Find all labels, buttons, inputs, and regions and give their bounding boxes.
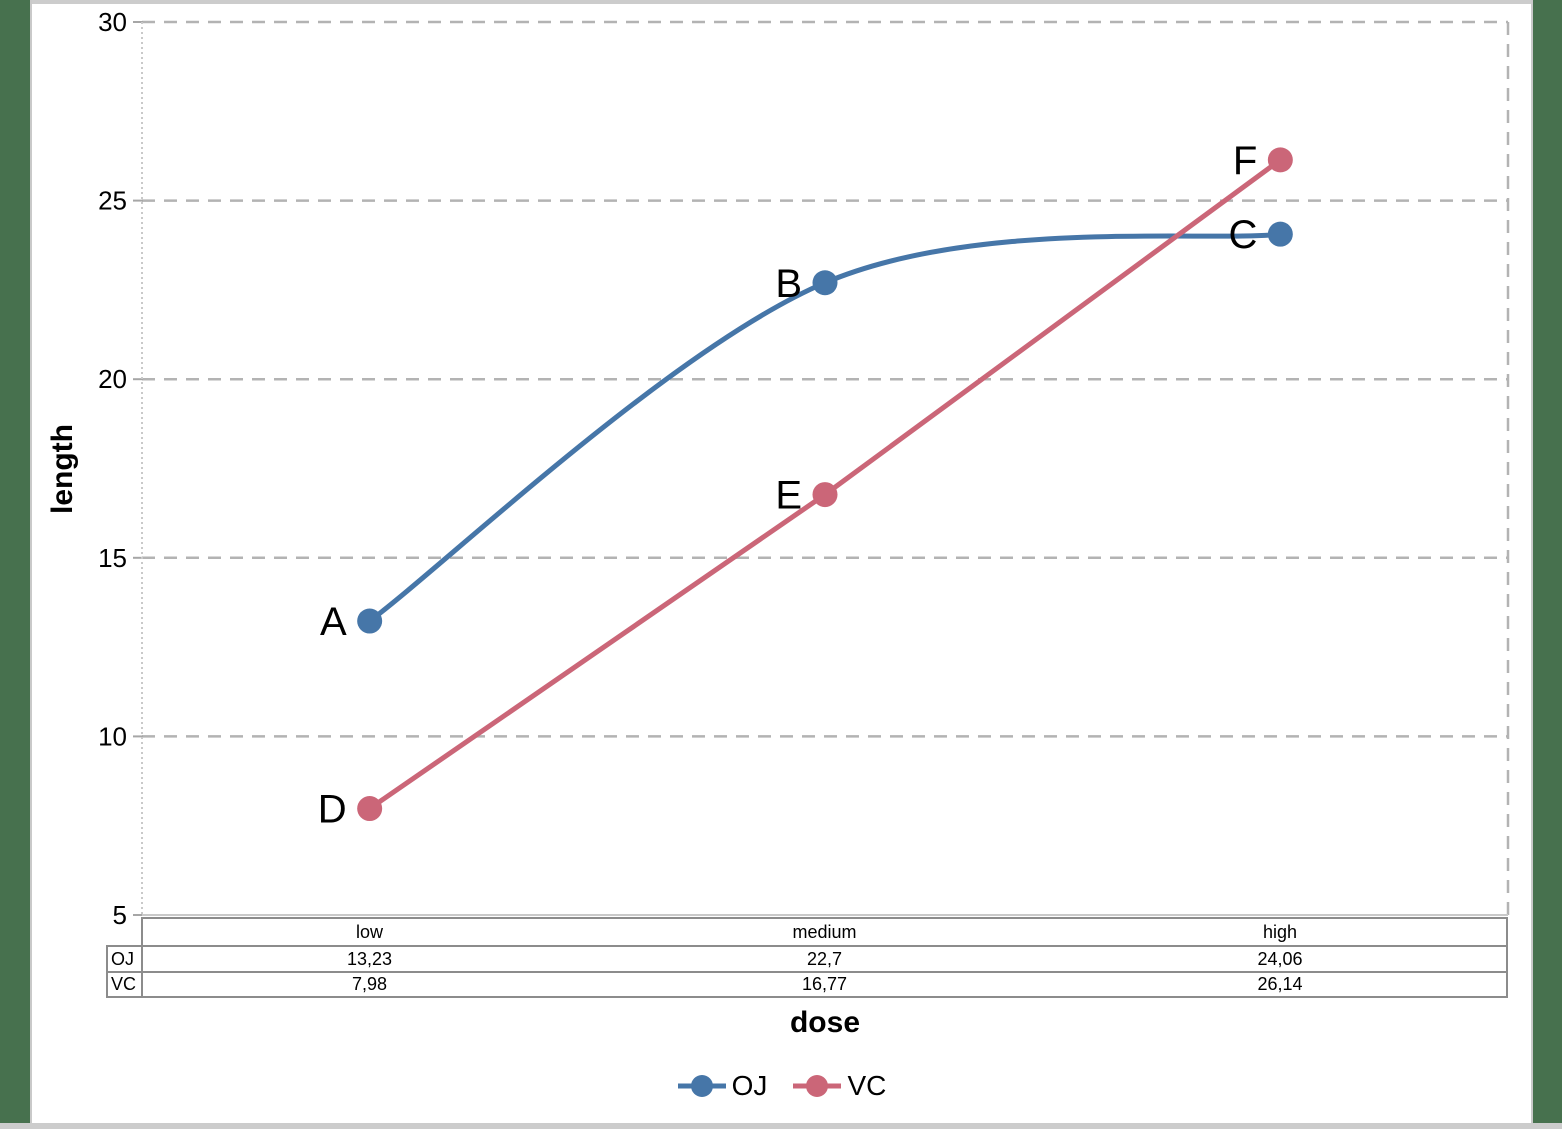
table-cell-oj-high: 24,06: [1257, 949, 1303, 969]
point-label-F: F: [1233, 139, 1257, 183]
table-row-header-oj: OJ: [111, 949, 135, 969]
x-axis-title: dose: [789, 1006, 861, 1039]
legend-marker-oj: [677, 1075, 726, 1097]
y-tick-label: 30: [98, 7, 127, 37]
right-green-strip: [1531, 0, 1562, 1123]
table-line-left: [141, 917, 143, 998]
legend-item-vc: VC: [791, 1070, 886, 1102]
legend-marker-vc: [793, 1075, 842, 1097]
bottom-border: [0, 1123, 1562, 1129]
legend: OJ VC: [0, 1070, 1562, 1102]
y-tick-label: 25: [98, 186, 127, 216]
y-tick-label: 15: [98, 543, 127, 573]
point-label-E: E: [775, 474, 802, 518]
legend-label-vc: VC: [847, 1070, 887, 1101]
table-line-bottom: [106, 996, 1508, 998]
top-border: [32, 0, 1531, 4]
data-point-vc-low: [357, 796, 383, 822]
data-point-vc-high: [1267, 147, 1293, 173]
point-label-B: B: [775, 262, 802, 306]
data-point-vc-medium: [812, 482, 838, 508]
legend-item-oj: OJ: [676, 1070, 768, 1102]
table-col-header-high: high: [1262, 922, 1298, 942]
left-green-strip: [0, 0, 32, 1123]
table-cell-vc-high: 26,14: [1257, 974, 1303, 994]
table-cell-vc-medium: 16,77: [801, 974, 848, 994]
data-point-oj-high: [1267, 221, 1293, 247]
table-line-top: [141, 917, 1508, 919]
point-label-A: A: [320, 600, 347, 644]
table-cell-vc-low: 7,98: [351, 974, 388, 994]
table-line-middle: [106, 971, 1508, 973]
table-cell-oj-medium: 22,7: [806, 949, 843, 969]
y-tick-label: 5: [113, 900, 127, 930]
data-point-oj-low: [357, 608, 383, 634]
point-label-D: D: [318, 788, 347, 832]
y-tick-label: 10: [98, 721, 127, 751]
table-row-header-vc: VC: [111, 974, 137, 994]
point-label-C: C: [1228, 213, 1257, 257]
table-col-header-low: low: [355, 922, 383, 942]
y-tick-label: 20: [98, 364, 127, 394]
data-point-oj-medium: [812, 270, 838, 296]
y-axis-title: length: [46, 424, 79, 514]
table-line-rowheader-left: [106, 945, 108, 998]
table-line-right: [1506, 917, 1508, 998]
table-col-header-medium: medium: [792, 922, 857, 942]
legend-label-oj: OJ: [731, 1070, 768, 1101]
table-line-header-bottom: [106, 945, 1508, 947]
table-cell-oj-low: 13,23: [346, 949, 393, 969]
